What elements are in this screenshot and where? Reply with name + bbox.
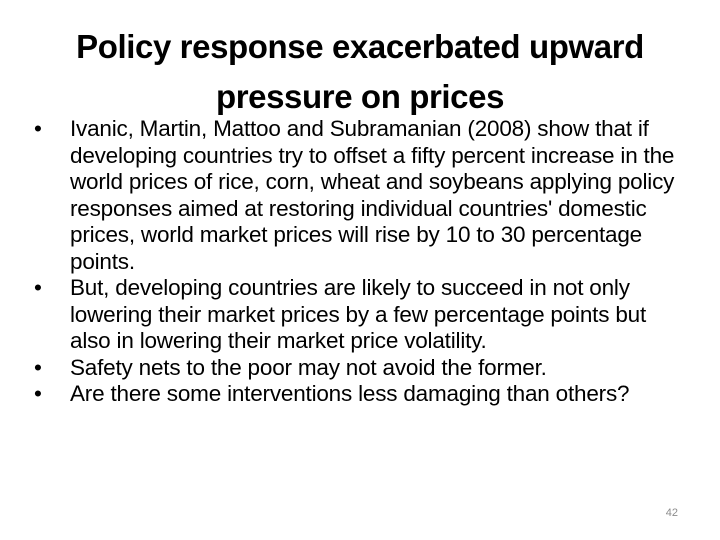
slide-title: Policy response exacerbated upward press… <box>30 22 690 122</box>
bullet-dot-icon: • <box>34 381 42 406</box>
bullet-text: Safety nets to the poor may not avoid th… <box>70 354 547 380</box>
slide-title-line-1: Policy response exacerbated upward <box>76 28 644 65</box>
bullet-text: Ivanic, Martin, Mattoo and Subramanian (… <box>70 116 675 274</box>
bullet-list: • Ivanic, Martin, Mattoo and Subramanian… <box>30 116 690 408</box>
bullet-dot-icon: • <box>34 275 42 300</box>
bullet-dot-icon: • <box>34 116 42 141</box>
bullet-item: • Ivanic, Martin, Mattoo and Subramanian… <box>30 116 690 275</box>
bullet-item: • But, developing countries are likely t… <box>30 275 690 355</box>
bullet-item: • Are there some interventions less dama… <box>30 381 690 408</box>
bullet-text: But, developing countries are likely to … <box>70 275 647 353</box>
slide-title-line-2: pressure on prices <box>215 78 505 115</box>
bullet-item: • Safety nets to the poor may not avoid … <box>30 355 690 382</box>
bullet-dot-icon: • <box>34 354 42 380</box>
bullet-text: Are there some interventions less damagi… <box>70 381 630 406</box>
page-number: 42 <box>665 507 678 519</box>
